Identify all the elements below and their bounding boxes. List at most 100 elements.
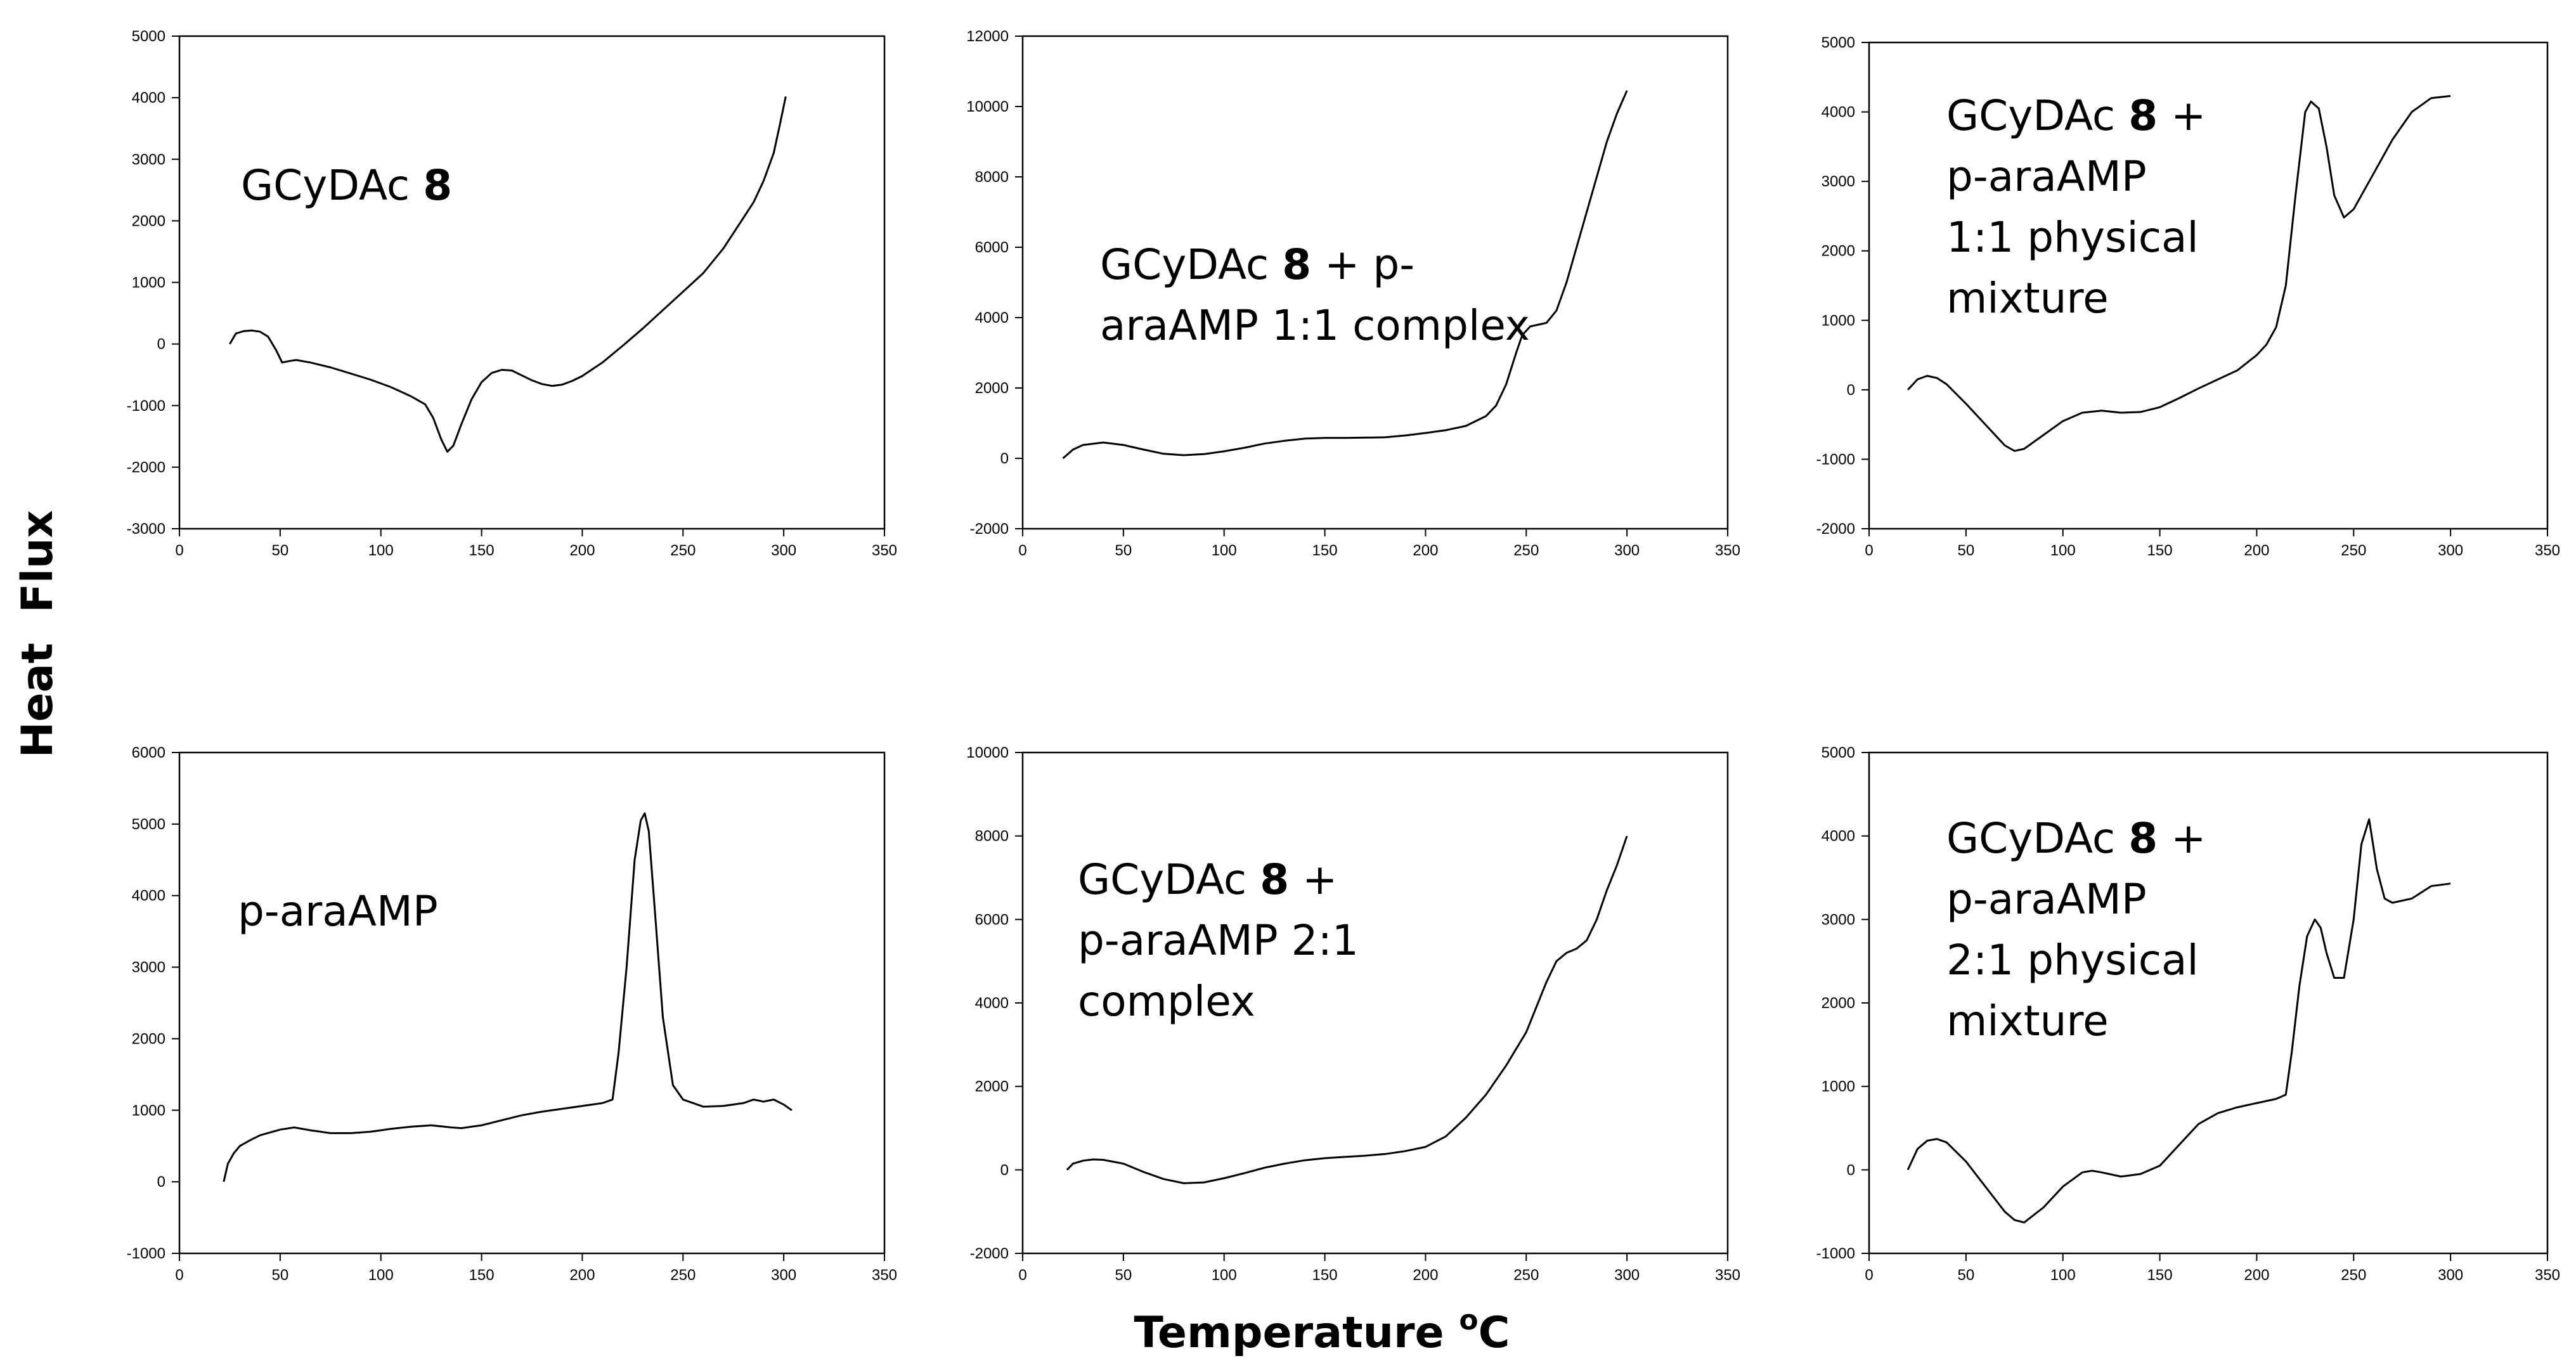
x-tick-label: 50 bbox=[1958, 1267, 1975, 1284]
panel-label-suffix: + bbox=[1289, 855, 1337, 904]
plot-frame bbox=[1021, 35, 1729, 530]
x-tick-label: 250 bbox=[2341, 1267, 2366, 1284]
x-tick-label: 250 bbox=[670, 542, 696, 559]
panel-label-suffix: + p- bbox=[1311, 240, 1414, 289]
x-tick-label: 250 bbox=[1513, 1267, 1539, 1284]
panel-label-text: p-araAMP bbox=[238, 887, 438, 936]
y-tick-label: 0 bbox=[157, 336, 165, 353]
y-tick-label: 2000 bbox=[975, 1078, 1009, 1095]
x-tick-label: 50 bbox=[1115, 1267, 1132, 1284]
panel-label-line: araAMP 1:1 complex bbox=[1100, 301, 1530, 350]
panel-label-text: 1:1 physical bbox=[1946, 213, 2199, 262]
plot-frame bbox=[178, 35, 886, 530]
y-tick-label: 0 bbox=[1847, 1161, 1855, 1179]
x-tick-label: 350 bbox=[872, 1267, 897, 1284]
panel-label-text: 2:1 physical bbox=[1946, 936, 2199, 985]
panel-5: 0 50 100 150 200 250 300 350 -2000 0 2000 4000 6000 8… bbox=[966, 744, 1740, 1284]
panel-label-text: p-araAMP bbox=[1946, 152, 2147, 201]
y-tick-label: 10000 bbox=[966, 98, 1009, 115]
y-tick-label: 4000 bbox=[975, 309, 1009, 326]
y-tick-label: 2000 bbox=[975, 380, 1009, 397]
panel-4: 0 50 100 150 200 250 300 350 -1000 0 1000 2000 3000 4… bbox=[127, 744, 897, 1284]
x-tick-label: 350 bbox=[1715, 542, 1740, 559]
dsc-curve bbox=[1906, 818, 2451, 1224]
x-axis-title-superscript: o bbox=[1459, 1304, 1478, 1336]
panel-2: 0 50 100 150 200 250 300 350 -2000 0 2000 4000 6000 8… bbox=[966, 28, 1740, 559]
compound-number: 8 bbox=[423, 161, 452, 210]
y-tick-label: 4000 bbox=[1822, 828, 1855, 845]
panel-label-text: p-araAMP 2:1 bbox=[1078, 916, 1359, 965]
x-tick-label: 100 bbox=[368, 1267, 394, 1284]
x-tick-label: 50 bbox=[1115, 542, 1132, 559]
y-axis-title: Heat Flux bbox=[13, 510, 63, 758]
x-tick-label: 0 bbox=[175, 1267, 183, 1284]
y-tick-label: 3000 bbox=[132, 959, 165, 976]
panel-label-text: GCyDAc bbox=[1100, 240, 1282, 289]
x-tick-label: 250 bbox=[670, 1267, 696, 1284]
y-tick-label: 0 bbox=[1847, 382, 1855, 399]
panel-label-line: mixture bbox=[1946, 997, 2109, 1045]
y-tick-label: 2000 bbox=[132, 212, 165, 229]
panel-label-line: 2:1 physical bbox=[1946, 936, 2199, 985]
y-tick-label: -1000 bbox=[127, 1245, 165, 1262]
y-tick-label: -1000 bbox=[1816, 451, 1855, 468]
panel-label-suffix: + bbox=[2158, 91, 2206, 140]
panels-container: 0 50 100 150 200 250 300 350 -3000 -2000 -1000 0 100… bbox=[127, 28, 2560, 1284]
panel-6: 0 50 100 150 200 250 300 350 -1000 0 1000 2000 3000 4… bbox=[1816, 744, 2560, 1284]
x-axis-title-text: Temperature bbox=[1134, 1308, 1460, 1358]
x-tick-label: 150 bbox=[469, 1267, 495, 1284]
x-tick-label: 300 bbox=[2438, 1267, 2463, 1284]
panel-label-text: araAMP 1:1 complex bbox=[1100, 301, 1530, 350]
x-tick-label: 100 bbox=[2050, 1267, 2076, 1284]
panel-label-text: GCyDAc bbox=[1946, 814, 2128, 863]
y-tick-label: 4000 bbox=[975, 995, 1009, 1012]
x-tick-label: 200 bbox=[2244, 542, 2269, 559]
y-tick-label: -1000 bbox=[1816, 1245, 1855, 1262]
y-tick-label: 1000 bbox=[132, 275, 165, 292]
panel-label-line: p-araAMP bbox=[1946, 152, 2147, 201]
y-tick-label: 6000 bbox=[975, 911, 1009, 928]
y-tick-label: 0 bbox=[1000, 450, 1009, 467]
x-tick-label: 100 bbox=[1212, 542, 1237, 559]
x-tick-label: 0 bbox=[1865, 1267, 1873, 1284]
panel-label-text: mixture bbox=[1946, 997, 2109, 1045]
x-tick-label: 250 bbox=[1513, 542, 1539, 559]
x-tick-label: 350 bbox=[872, 542, 897, 559]
x-tick-label: 150 bbox=[2147, 1267, 2173, 1284]
panel-label-line: GCyDAc 8 + bbox=[1946, 814, 2206, 863]
dsc-curve bbox=[223, 812, 793, 1182]
x-tick-label: 100 bbox=[1212, 1267, 1237, 1284]
x-tick-label: 250 bbox=[2341, 542, 2366, 559]
x-tick-label: 200 bbox=[2244, 1267, 2269, 1284]
plot-frame bbox=[1868, 41, 2549, 530]
y-tick-label: 8000 bbox=[975, 828, 1009, 845]
y-tick-label: 2000 bbox=[1822, 243, 1855, 260]
panel-1: 0 50 100 150 200 250 300 350 -3000 -2000 -1000 0 100… bbox=[127, 28, 897, 559]
y-tick-label: 4000 bbox=[1822, 104, 1855, 121]
panel-3: 0 50 100 150 200 250 300 350 -2000 -1000 0 1000 2000… bbox=[1816, 34, 2560, 559]
compound-number: 8 bbox=[1260, 855, 1289, 904]
panel-label-line: mixture bbox=[1946, 274, 2109, 323]
x-axis-title: Temperature oC bbox=[1134, 1304, 1510, 1358]
x-tick-label: 300 bbox=[1614, 542, 1640, 559]
x-tick-label: 0 bbox=[1018, 1267, 1026, 1284]
y-tick-label: 8000 bbox=[975, 169, 1009, 186]
panel-label-line: GCyDAc 8 bbox=[241, 161, 452, 210]
x-tick-label: 50 bbox=[272, 542, 289, 559]
y-tick-label: 1000 bbox=[1822, 1078, 1855, 1095]
panel-label-text: GCyDAc bbox=[1946, 91, 2128, 140]
x-tick-label: 150 bbox=[469, 542, 495, 559]
plot-frame bbox=[178, 751, 886, 1255]
panel-label-text: GCyDAc bbox=[241, 161, 423, 210]
compound-number: 8 bbox=[1282, 240, 1311, 289]
x-tick-label: 200 bbox=[1413, 542, 1438, 559]
panel-label-line: GCyDAc 8 + p- bbox=[1100, 240, 1414, 289]
y-tick-label: 4000 bbox=[132, 888, 165, 905]
y-tick-label: 0 bbox=[1000, 1161, 1009, 1179]
x-tick-label: 0 bbox=[175, 542, 183, 559]
y-tick-label: 0 bbox=[157, 1173, 165, 1191]
dsc-curve bbox=[229, 96, 787, 453]
panel-label-text: complex bbox=[1078, 977, 1255, 1026]
x-tick-label: 150 bbox=[1312, 1267, 1338, 1284]
